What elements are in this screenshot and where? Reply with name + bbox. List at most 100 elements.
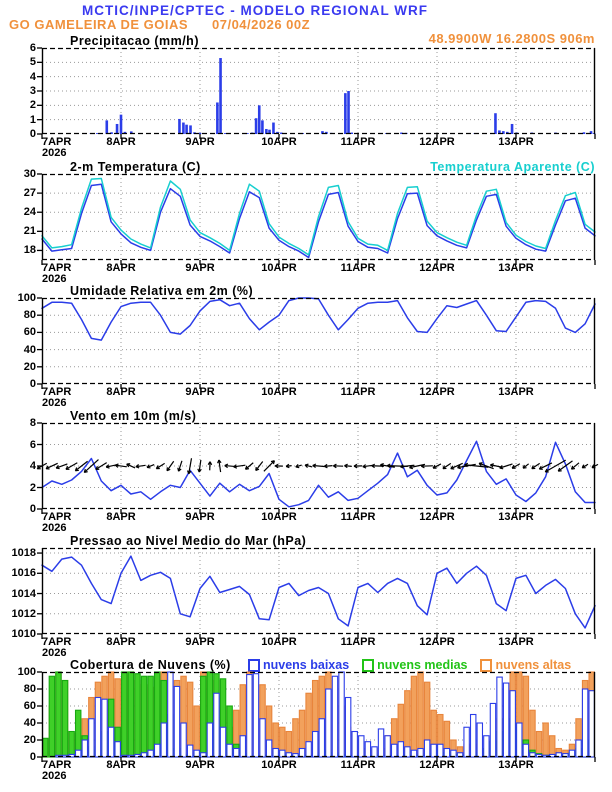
x-axis-year-label: 2026: [42, 770, 67, 782]
x-tick-label: 7APR: [42, 386, 72, 398]
y-tick-label: 3: [29, 85, 36, 97]
x-axis-year-label: 2026: [42, 647, 67, 659]
y-tick-label: 18: [23, 244, 36, 257]
temperature-chart: [37, 173, 596, 265]
panel-precipitation: Precipitacao (mm/h) 0 1 2 3 4 5 6 7APR 8APR 9APR 1…: [0, 34, 612, 160]
y-tick-label: 0: [29, 751, 36, 763]
x-tick-label: 10APR: [261, 136, 297, 148]
x-tick-label: 9APR: [185, 636, 215, 648]
clouds-chart: [37, 671, 596, 762]
y-tick-label: 2: [29, 99, 36, 112]
y-tick-label: 0: [29, 503, 36, 515]
legend-nuvens-medias: nuvens medias: [362, 658, 467, 672]
humidity-plot: 0 20 40 60 80 100 7APR 8APR 9APR 10APR 11APR 12APR 1…: [18, 293, 596, 410]
y-tick-label: 60: [23, 326, 36, 339]
y-tick-label: 20: [23, 734, 36, 746]
cloud-legend: nuvens baixas nuvens medias nuvens altas: [248, 658, 571, 672]
y-tick-label: 1014: [11, 587, 36, 600]
legend-nuvens-baixas: nuvens baixas: [248, 658, 349, 672]
y-tick-label: 1010: [11, 628, 36, 640]
x-tick-label: 12APR: [419, 511, 455, 523]
x-tick-label: 9APR: [185, 511, 215, 523]
y-tick-label: 21: [23, 225, 36, 238]
x-tick-label: 7APR: [42, 636, 72, 648]
x-tick-label: 12APR: [419, 759, 455, 771]
precipitation-chart: [37, 47, 596, 139]
y-tick-label: 24: [23, 206, 36, 219]
panel-title-row: Umidade Relativa em 2m (%): [0, 284, 612, 298]
panel-title-row: 2-m Temperatura (C) Temperatura Aparente…: [0, 160, 612, 174]
legend-label: nuvens medias: [377, 658, 468, 672]
x-tick-label: 12APR: [419, 386, 455, 398]
pressure-plot: 1010 1012 1014 1016 1018 7APR 8APR 9APR 10APR 11A…: [12, 547, 596, 660]
y-tick-label: 1012: [11, 607, 36, 620]
station-name: GO GAMELEIRA DE GOIAS: [9, 17, 189, 32]
x-tick-label: 10APR: [261, 636, 297, 648]
panel-title: Pressao ao Nivel Medio do Mar (hPa): [70, 534, 307, 548]
x-tick-label: 13APR: [498, 636, 534, 648]
y-tick-label: 80: [23, 683, 36, 695]
panel-title-row: Vento em 10m (m/s): [0, 409, 612, 423]
x-tick-label: 13APR: [498, 262, 534, 274]
x-tick-label: 11APR: [340, 386, 376, 398]
x-tick-label: 9APR: [185, 759, 215, 771]
panel-wind: Vento em 10m (m/s) 0 2 4 6 8 7APR 8APR 9APR 10AP…: [0, 409, 612, 535]
precipitation-plot: 0 1 2 3 4 5 6 7APR 8APR 9APR 10APR 11APR 12APR 13APR 2…: [30, 43, 596, 160]
legend-label: nuvens baixas: [263, 658, 350, 672]
panel-clouds: Cobertura de Nuvens (%) nuvens baixas nu…: [0, 658, 612, 792]
panel-title-row: Pressao ao Nivel Medio do Mar (hPa): [0, 534, 612, 548]
x-tick-label: 11APR: [340, 136, 376, 148]
x-axis-year-label: 2026: [42, 522, 67, 534]
y-tick-label: 2: [29, 481, 36, 494]
x-tick-label: 10APR: [261, 759, 297, 771]
orange-square-icon: [480, 658, 493, 672]
x-tick-label: 7APR: [42, 262, 72, 274]
y-tick-label: 40: [23, 343, 36, 356]
x-tick-label: 11APR: [340, 511, 376, 523]
x-tick-label: 10APR: [261, 386, 297, 398]
x-tick-label: 8APR: [106, 136, 136, 148]
x-tick-label: 9APR: [185, 386, 215, 398]
x-tick-label: 10APR: [261, 511, 297, 523]
panel-title: Vento em 10m (m/s): [70, 409, 197, 423]
x-tick-label: 8APR: [106, 759, 136, 771]
wind-chart: [36, 422, 599, 514]
x-tick-label: 7APR: [42, 136, 72, 148]
y-tick-label: 8: [29, 417, 36, 429]
x-axis-year-label: 2026: [42, 273, 67, 285]
y-tick-label: 27: [23, 187, 36, 200]
panel-title-row: Cobertura de Nuvens (%) nuvens baixas nu…: [0, 658, 612, 672]
y-tick-label: 80: [23, 309, 36, 322]
temperature-plot: 18 21 24 27 30 7APR 8APR 9APR 10APR 11APR 12APR 13A…: [24, 169, 596, 286]
panel-humidity: Umidade Relativa em 2m (%) 0 20 40 60 80 100 7…: [0, 284, 612, 410]
y-tick-label: 100: [17, 666, 36, 678]
pressure-chart: [37, 547, 596, 639]
x-tick-label: 9APR: [185, 262, 215, 274]
x-tick-label: 8APR: [106, 636, 136, 648]
y-tick-label: 6: [29, 438, 36, 451]
y-tick-label: 40: [23, 717, 36, 729]
y-tick-label: 6: [29, 42, 36, 54]
page-title: MCTIC/INPE/CPTEC - MODELO REGIONAL WRF: [82, 3, 428, 18]
x-tick-label: 8APR: [106, 262, 136, 274]
x-tick-label: 9APR: [185, 136, 215, 148]
panel-title: Precipitacao (mm/h): [70, 34, 199, 48]
x-tick-label: 11APR: [340, 636, 376, 648]
panel-title: 2-m Temperatura (C): [70, 160, 201, 174]
x-tick-label: 8APR: [106, 386, 136, 398]
x-tick-label: 11APR: [340, 262, 376, 274]
y-tick-label: 30: [23, 168, 36, 180]
x-tick-label: 10APR: [261, 262, 297, 274]
y-tick-label: 100: [17, 292, 36, 304]
y-tick-label: 1016: [11, 567, 36, 580]
wind-plot: 0 2 4 6 8 7APR 8APR 9APR 10APR 11APR 12APR 13APR 202…: [30, 418, 599, 535]
legend-label: nuvens altas: [495, 658, 572, 672]
x-tick-label: 13APR: [498, 136, 534, 148]
y-tick-label: 4: [29, 460, 36, 472]
x-axis-year-label: 2026: [42, 147, 67, 159]
x-tick-label: 12APR: [419, 136, 455, 148]
y-tick-label: 5: [29, 56, 36, 69]
panel-pressure: Pressao ao Nivel Medio do Mar (hPa) 1010…: [0, 534, 612, 660]
x-tick-label: 12APR: [419, 636, 455, 648]
y-tick-label: 1018: [11, 547, 36, 560]
